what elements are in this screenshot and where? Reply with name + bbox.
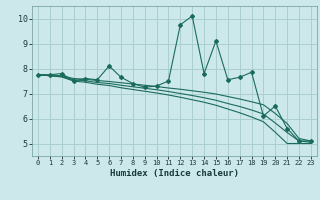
- X-axis label: Humidex (Indice chaleur): Humidex (Indice chaleur): [110, 169, 239, 178]
